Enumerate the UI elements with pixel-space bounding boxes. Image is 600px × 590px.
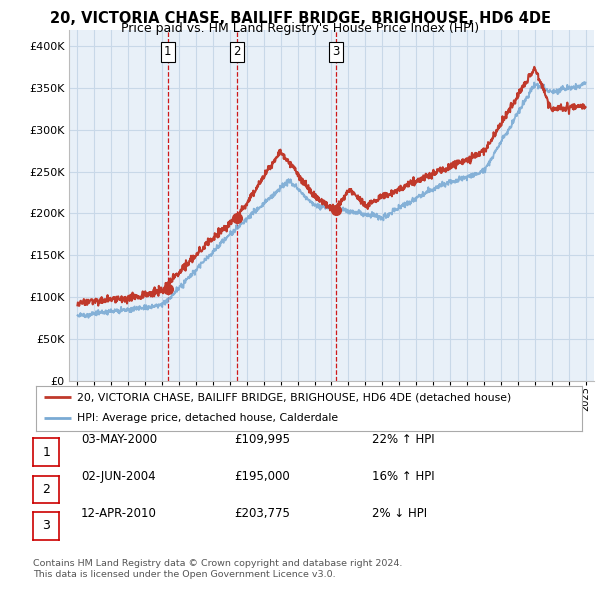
Text: This data is licensed under the Open Government Licence v3.0.: This data is licensed under the Open Gov… [33,571,335,579]
Text: Contains HM Land Registry data © Crown copyright and database right 2024.: Contains HM Land Registry data © Crown c… [33,559,403,568]
Text: £195,000: £195,000 [234,470,290,483]
Text: 1: 1 [164,45,172,58]
Text: 3: 3 [332,45,340,58]
Text: 1: 1 [42,445,50,459]
Text: 02-JUN-2004: 02-JUN-2004 [81,470,155,483]
Text: 22% ↑ HPI: 22% ↑ HPI [372,432,434,446]
Text: 2: 2 [233,45,241,58]
Text: £203,775: £203,775 [234,506,290,520]
Text: 20, VICTORIA CHASE, BAILIFF BRIDGE, BRIGHOUSE, HD6 4DE: 20, VICTORIA CHASE, BAILIFF BRIDGE, BRIG… [49,11,551,25]
Text: 12-APR-2010: 12-APR-2010 [81,506,157,520]
Text: 20, VICTORIA CHASE, BAILIFF BRIDGE, BRIGHOUSE, HD6 4DE (detached house): 20, VICTORIA CHASE, BAILIFF BRIDGE, BRIG… [77,392,511,402]
Text: £109,995: £109,995 [234,432,290,446]
Text: Price paid vs. HM Land Registry's House Price Index (HPI): Price paid vs. HM Land Registry's House … [121,22,479,35]
Text: 2: 2 [42,483,50,496]
Text: 3: 3 [42,519,50,533]
Text: 03-MAY-2000: 03-MAY-2000 [81,432,157,446]
Text: 2% ↓ HPI: 2% ↓ HPI [372,506,427,520]
Text: HPI: Average price, detached house, Calderdale: HPI: Average price, detached house, Cald… [77,413,338,423]
Text: 16% ↑ HPI: 16% ↑ HPI [372,470,434,483]
